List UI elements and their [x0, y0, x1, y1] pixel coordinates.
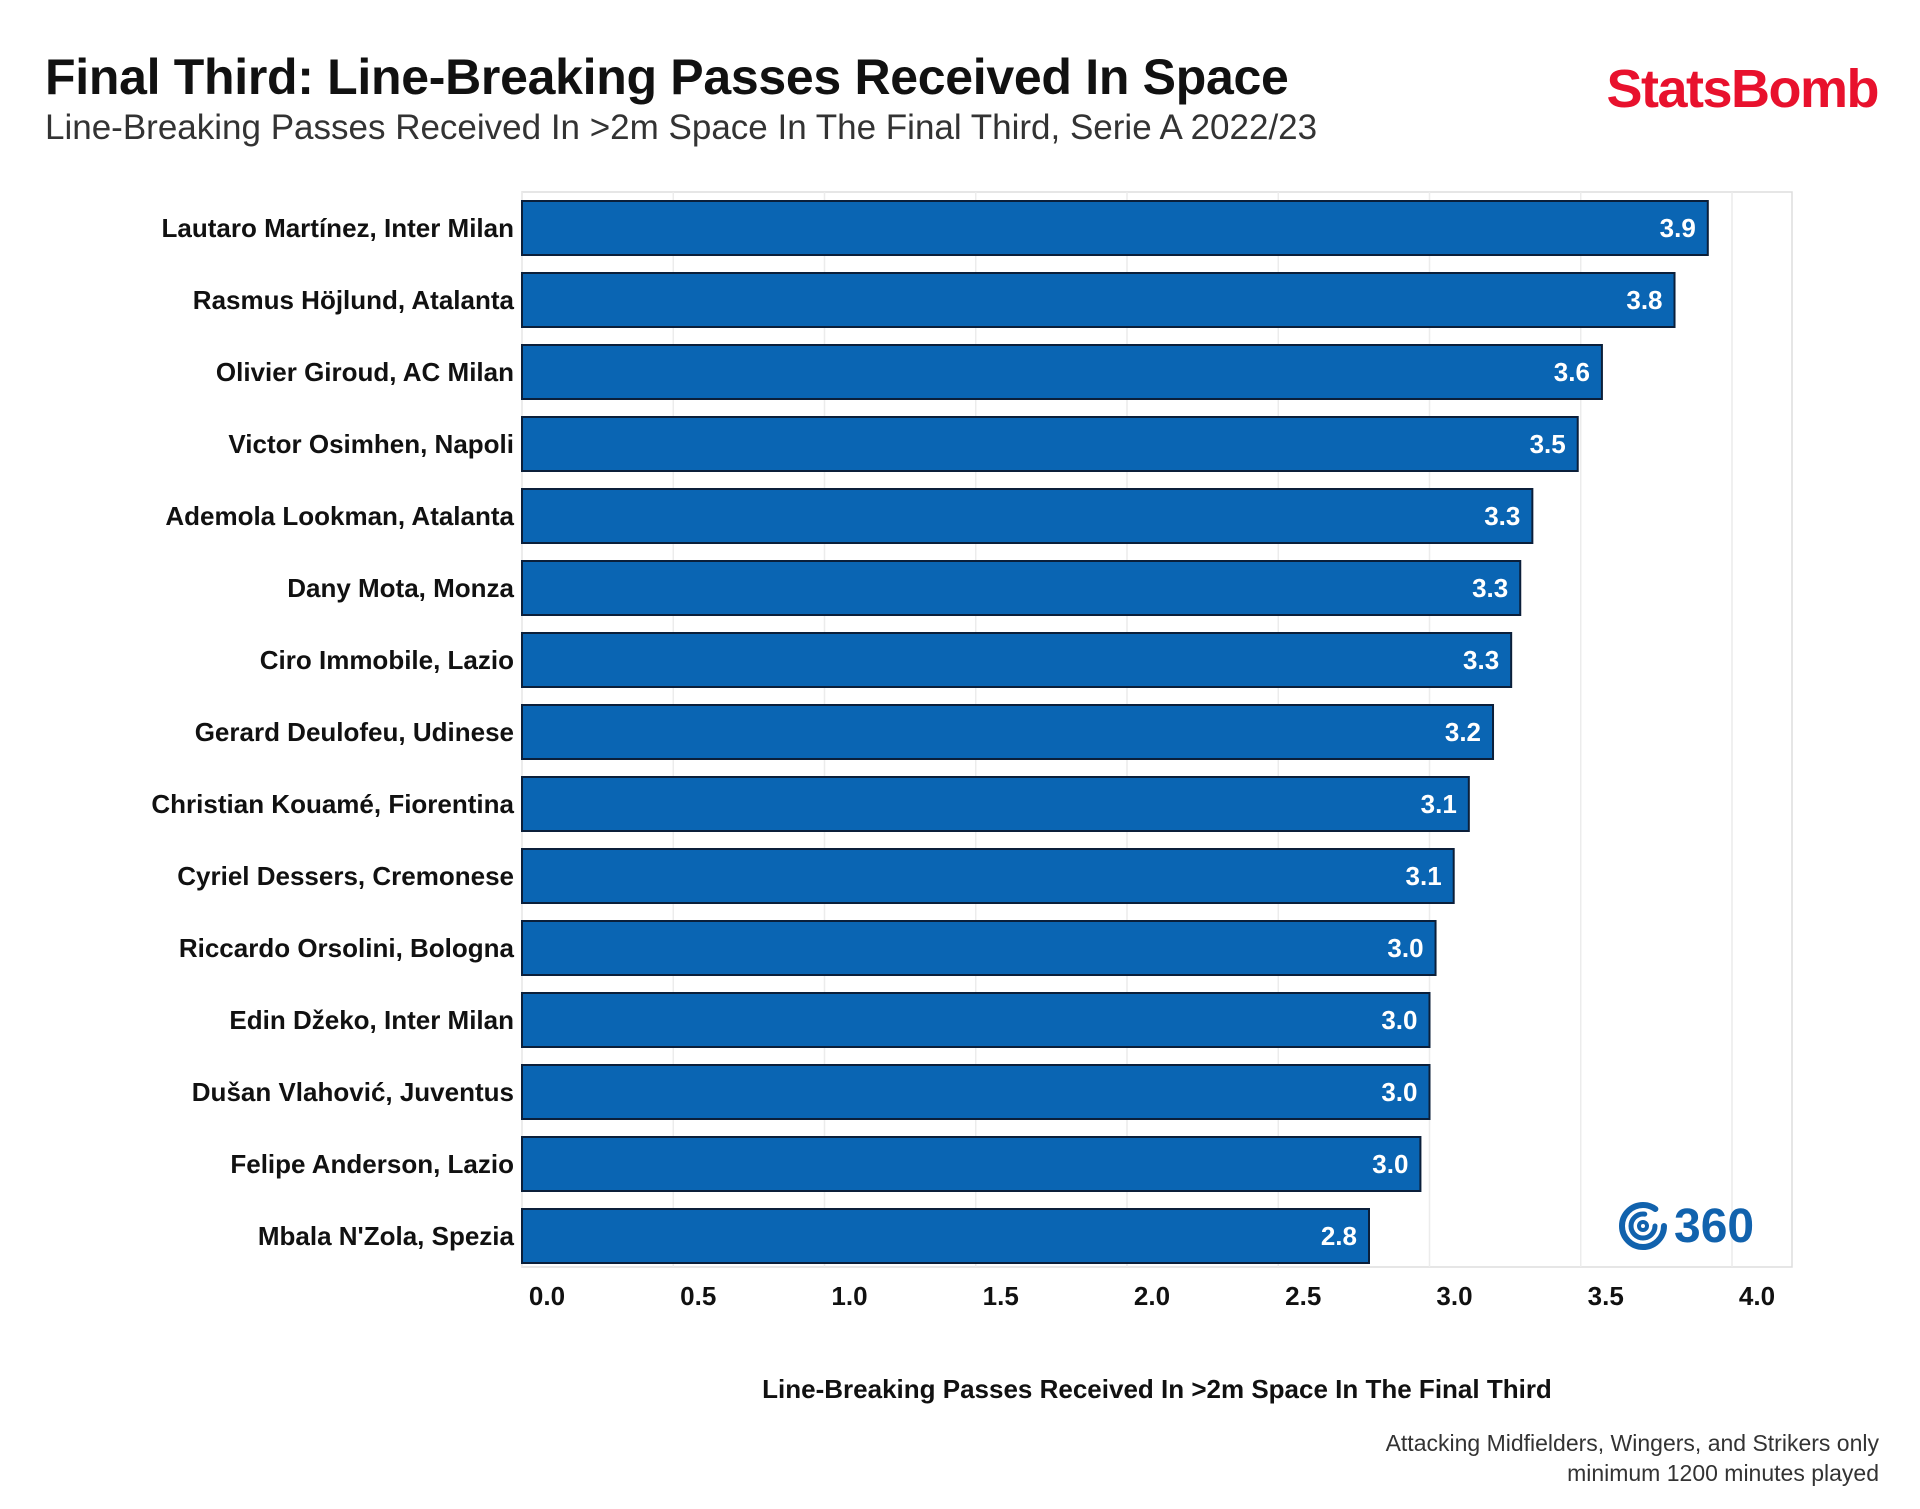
- bar-value-label: 3.0: [1381, 1005, 1417, 1035]
- chart-title: Final Third: Line-Breaking Passes Receiv…: [45, 49, 1289, 105]
- bar-value-label: 3.9: [1660, 213, 1696, 243]
- category-label: Ademola Lookman, Atalanta: [165, 501, 514, 531]
- x-tick-label: 4.0: [1739, 1281, 1775, 1311]
- category-label: Rasmus Höjlund, Atalanta: [193, 285, 515, 315]
- footnote-line-1: Attacking Midfielders, Wingers, and Stri…: [1385, 1430, 1879, 1456]
- category-label: Mbala N'Zola, Spezia: [258, 1221, 515, 1251]
- category-label: Dušan Vlahović, Juventus: [192, 1077, 514, 1107]
- x-tick-label: 0.0: [529, 1281, 565, 1311]
- chart-subtitle: Line-Breaking Passes Received In >2m Spa…: [45, 108, 1318, 147]
- bar-value-label: 3.0: [1387, 933, 1423, 963]
- bar: [521, 1208, 1370, 1264]
- bar: [521, 272, 1676, 328]
- x-tick-label: 1.5: [983, 1281, 1019, 1311]
- category-label: Dany Mota, Monza: [287, 573, 514, 603]
- bar-value-label: 3.8: [1626, 285, 1662, 315]
- category-label: Riccardo Orsolini, Bologna: [179, 933, 515, 963]
- x-tick-label: 3.5: [1588, 1281, 1624, 1311]
- bars: 3.9 3.8 3.6 3.5 3.3 3.3 3.3 3.2 3.1 3.1 3.0 3.0 3.0 3…: [521, 200, 1709, 1264]
- x-tick-label: 3.0: [1436, 1281, 1472, 1311]
- bar-value-label: 2.8: [1321, 1221, 1357, 1251]
- bar: [521, 704, 1495, 760]
- bar-value-label: 3.3: [1484, 501, 1520, 531]
- category-label: Ciro Immobile, Lazio: [260, 645, 514, 675]
- x-tick-label: 0.5: [680, 1281, 716, 1311]
- footnote-line-2: minimum 1200 minutes played: [1567, 1460, 1879, 1486]
- statsbomb-logo: StatsBomb: [1606, 59, 1879, 119]
- category-label: Christian Kouamé, Fiorentina: [151, 789, 514, 819]
- statsbomb-360-icon: [1619, 1202, 1667, 1250]
- category-label: Felipe Anderson, Lazio: [230, 1149, 514, 1179]
- bar-value-label: 3.1: [1421, 789, 1457, 819]
- footnote: Attacking Midfielders, Wingers, and Stri…: [1386, 1428, 1879, 1488]
- bar: [521, 1064, 1431, 1120]
- category-label: Gerard Deulofeu, Udinese: [195, 717, 514, 747]
- bar: [521, 848, 1455, 904]
- bar-value-label: 3.3: [1472, 573, 1508, 603]
- x-tick-label: 2.0: [1134, 1281, 1170, 1311]
- statsbomb-360-badge: 360: [1619, 1200, 1754, 1253]
- bar-value-label: 3.2: [1445, 717, 1481, 747]
- bar: [521, 920, 1437, 976]
- bar: [521, 488, 1534, 544]
- bar-value-label: 3.3: [1463, 645, 1499, 675]
- bar: [521, 200, 1709, 256]
- category-label: Olivier Giroud, AC Milan: [216, 357, 514, 387]
- x-axis-title: Line-Breaking Passes Received In >2m Spa…: [762, 1374, 1552, 1404]
- bar: [521, 1136, 1422, 1192]
- category-label: Cyriel Dessers, Cremonese: [177, 861, 514, 891]
- bar: [521, 776, 1470, 832]
- bar: [521, 992, 1431, 1048]
- bar-value-label: 3.6: [1554, 357, 1590, 387]
- x-tick-label: 2.5: [1285, 1281, 1321, 1311]
- category-labels: Lautaro Martínez, Inter Milan Rasmus Höjl…: [151, 213, 514, 1251]
- x-tick-labels: 0.0 0.5 1.0 1.5 2.0 2.5 3.0 3.5 4.0: [529, 1281, 1775, 1311]
- bar: [521, 344, 1603, 400]
- bar-value-label: 3.0: [1372, 1149, 1408, 1179]
- category-label: Victor Osimhen, Napoli: [228, 429, 514, 459]
- bar-value-label: 3.0: [1381, 1077, 1417, 1107]
- bar: [521, 416, 1579, 472]
- category-label: Lautaro Martínez, Inter Milan: [162, 213, 515, 243]
- bar: [521, 632, 1513, 688]
- bar-value-label: 3.5: [1530, 429, 1566, 459]
- bar: [521, 560, 1522, 616]
- x-tick-label: 1.0: [831, 1281, 867, 1311]
- bar-value-label: 3.1: [1406, 861, 1442, 891]
- category-label: Edin Džeko, Inter Milan: [229, 1005, 514, 1035]
- badge-360-label: 360: [1674, 1200, 1754, 1253]
